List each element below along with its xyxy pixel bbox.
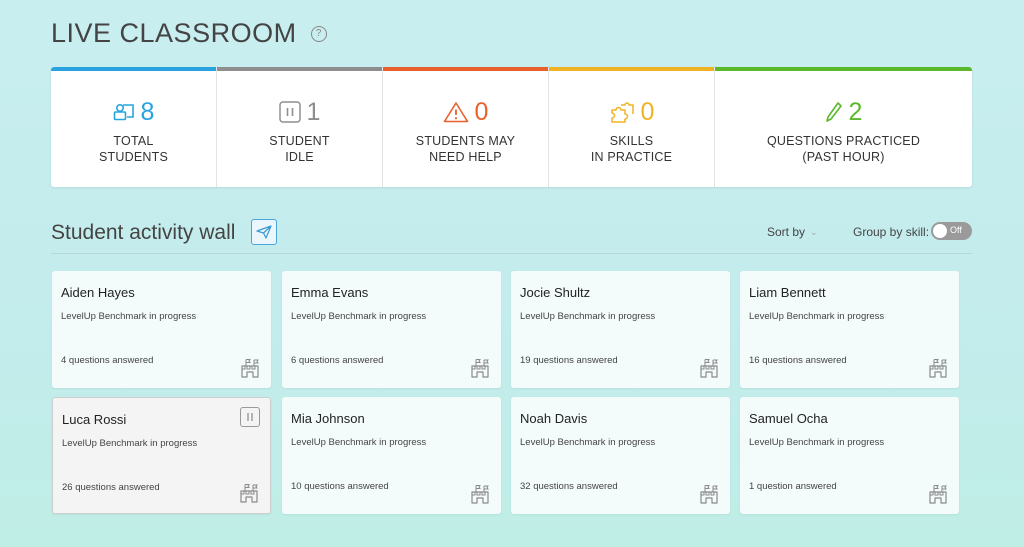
puzzle-icon: [610, 102, 634, 123]
stat-color-bar: [51, 67, 216, 71]
activity-wall-header: Student activity wall Sort by ⌄ Group by…: [51, 218, 972, 254]
student-status: LevelUp Benchmark in progress: [520, 437, 656, 448]
student-name: Noah Davis: [520, 411, 588, 426]
questions-answered: 26 questions answered: [62, 482, 160, 493]
student-card[interactable]: Noah Davis LevelUp Benchmark in progress 3…: [511, 397, 730, 514]
questions-answered: 1 question answered: [749, 481, 837, 492]
stat-value: 0: [474, 98, 489, 126]
paper-plane-icon: [256, 225, 272, 239]
group-by-skill-label: Group by skill:: [853, 225, 930, 239]
help-icon[interactable]: ?: [310, 25, 327, 42]
student-status: LevelUp Benchmark in progress: [291, 437, 427, 448]
stat-label-line: NEED HELP: [429, 150, 502, 164]
questions-answered: 6 questions answered: [291, 355, 384, 366]
page-title: LIVE CLASSROOM: [51, 18, 297, 48]
castle-icon: [698, 358, 720, 378]
stat-label: SKILLS IN PRACTICE: [591, 133, 672, 165]
questions-answered: 16 questions answered: [749, 355, 847, 366]
idle-pause-icon: [240, 407, 260, 427]
stat-value: 1: [306, 98, 321, 126]
stat-label-line: TOTAL: [113, 134, 154, 148]
student-status: LevelUp Benchmark in progress: [61, 311, 197, 322]
questions-answered: 10 questions answered: [291, 481, 389, 492]
group-by-skill-toggle[interactable]: Off: [931, 222, 972, 240]
activity-wall-title: Student activity wall: [51, 221, 236, 244]
toggle-state-label: Off: [950, 225, 962, 235]
stat-label: QUESTIONS PRACTICED (PAST HOUR): [767, 133, 920, 165]
student-card[interactable]: Luca Rossi LevelUp Benchmark in progress 2…: [52, 397, 271, 514]
student-status: LevelUp Benchmark in progress: [520, 311, 656, 322]
stat-label: STUDENTS MAY NEED HELP: [416, 133, 515, 165]
stat-student-idle[interactable]: 1 STUDENT IDLE: [217, 67, 383, 187]
questions-answered: 4 questions answered: [61, 355, 154, 366]
student-name: Luca Rossi: [62, 412, 127, 427]
castle-icon: [469, 484, 491, 504]
student-card[interactable]: Jocie Shultz LevelUp Benchmark in progres…: [511, 271, 730, 388]
stat-label-line: STUDENT: [269, 134, 330, 148]
questions-answered: 32 questions answered: [520, 481, 618, 492]
stat-value: 0: [640, 98, 655, 126]
pencil-icon: [825, 102, 842, 122]
student-status: LevelUp Benchmark in progress: [749, 311, 885, 322]
stat-color-bar: [217, 67, 382, 71]
stat-total-students[interactable]: 8 TOTAL STUDENTS: [51, 67, 217, 187]
student-name: Liam Bennett: [749, 285, 826, 300]
warning-icon: [443, 102, 468, 123]
stat-label-line: (PAST HOUR): [802, 150, 885, 164]
send-message-button[interactable]: [251, 219, 277, 245]
student-card[interactable]: Samuel Ocha LevelUp Benchmark in progress…: [740, 397, 959, 514]
student-name: Jocie Shultz: [520, 285, 591, 300]
sort-by-label: Sort by: [767, 225, 806, 239]
castle-icon: [927, 484, 949, 504]
toggle-knob: [933, 224, 947, 238]
castle-icon: [698, 484, 720, 504]
castle-icon: [927, 358, 949, 378]
questions-answered: 19 questions answered: [520, 355, 618, 366]
stat-label: TOTAL STUDENTS: [99, 133, 168, 165]
stat-color-bar: [715, 67, 972, 71]
stat-label: STUDENT IDLE: [269, 133, 329, 165]
student-status: LevelUp Benchmark in progress: [62, 438, 198, 449]
student-card[interactable]: Emma Evans LevelUp Benchmark in progress 6…: [282, 271, 501, 388]
student-card[interactable]: Aiden Hayes LevelUp Benchmark in progress…: [52, 271, 271, 388]
chevron-down-icon: ⌄: [810, 226, 818, 237]
sort-by-dropdown[interactable]: Sort by ⌄: [767, 225, 818, 239]
stat-color-bar: [383, 67, 548, 71]
castle-icon: [239, 358, 261, 378]
stat-questions-practiced[interactable]: 2 QUESTIONS PRACTICED (PAST HOUR): [715, 67, 972, 187]
student-name: Emma Evans: [291, 285, 369, 300]
stat-value: 2: [848, 98, 863, 126]
student-name: Samuel Ocha: [749, 411, 828, 426]
castle-icon: [238, 483, 260, 503]
student-card[interactable]: Mia Johnson LevelUp Benchmark in progress…: [282, 397, 501, 514]
stat-color-bar: [549, 67, 714, 71]
stat-need-help[interactable]: 0 STUDENTS MAY NEED HELP: [383, 67, 549, 187]
student-name: Mia Johnson: [291, 411, 365, 426]
castle-icon: [469, 358, 491, 378]
stat-label-line: IN PRACTICE: [590, 150, 673, 164]
student-status: LevelUp Benchmark in progress: [291, 311, 427, 322]
stat-label-line: QUESTIONS PRACTICED: [766, 134, 921, 148]
stat-skills-in-practice[interactable]: 0 SKILLS IN PRACTICE: [549, 67, 715, 187]
stats-panel: 8 TOTAL STUDENTS 1 STUDENT IDLE: [51, 67, 972, 187]
pause-icon: [278, 101, 301, 123]
header: LIVE CLASSROOM ?: [51, 18, 327, 49]
student-card[interactable]: Liam Bennett LevelUp Benchmark in progres…: [740, 271, 959, 388]
stat-label-line: SKILLS: [609, 134, 654, 148]
student-name: Aiden Hayes: [61, 285, 135, 300]
stat-label-line: STUDENTS: [99, 150, 168, 164]
stat-value: 8: [140, 98, 155, 126]
students-icon: [113, 103, 134, 121]
stat-label-line: STUDENTS MAY: [415, 134, 516, 148]
stat-label-line: IDLE: [285, 150, 314, 164]
student-status: LevelUp Benchmark in progress: [749, 437, 885, 448]
